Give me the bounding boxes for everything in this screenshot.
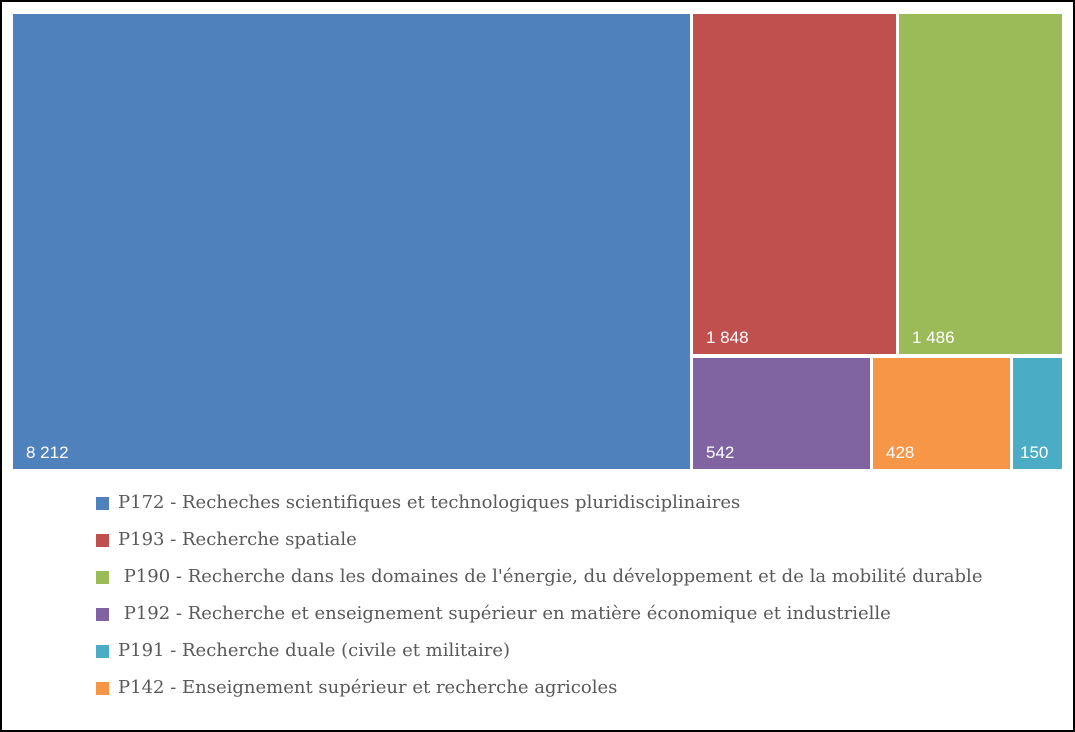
legend: P172 - Recheches scientifiques et techno… <box>96 492 982 714</box>
legend-item-p172: P172 - Recheches scientifiques et techno… <box>96 492 982 514</box>
treemap-tile-p172: 8 212 <box>13 14 690 469</box>
tile-value-label-p193: 1 848 <box>706 328 749 347</box>
legend-label-p172: P172 - Recheches scientifiques et techno… <box>118 492 741 513</box>
legend-swatch-p191 <box>96 644 109 658</box>
legend-label-p191: P191 - Recherche duale (civile et milita… <box>118 640 511 661</box>
treemap-tile-p190: 1 486 <box>899 14 1062 354</box>
legend-label-p190: P190 - Recherche dans les domaines de l'… <box>118 566 983 587</box>
tile-value-label-p191: 150 <box>1020 443 1049 462</box>
legend-swatch-p190 <box>96 570 109 584</box>
tile-value-label-p172: 8 212 <box>26 443 69 462</box>
tile-value-label-p190: 1 486 <box>912 328 955 347</box>
treemap-tile-p142: 428 <box>873 358 1010 469</box>
legend-item-p191: P191 - Recherche duale (civile et milita… <box>96 640 982 662</box>
treemap: 8 212 1 848 1 486 542 428 150 <box>2 2 1073 482</box>
legend-label-p193: P193 - Recherche spatiale <box>118 529 357 550</box>
treemap-tile-p192: 542 <box>693 358 870 469</box>
legend-label-p142: P142 - Enseignement supérieur et recherc… <box>118 677 618 698</box>
legend-swatch-p192 <box>96 607 109 621</box>
legend-item-p190: P190 - Recherche dans les domaines de l'… <box>96 566 982 588</box>
legend-item-p142: P142 - Enseignement supérieur et recherc… <box>96 677 982 699</box>
treemap-tile-p193: 1 848 <box>693 14 896 354</box>
tile-value-label-p142: 428 <box>886 443 915 462</box>
legend-swatch-p142 <box>96 681 109 695</box>
legend-item-p192: P192 - Recherche et enseignement supérie… <box>96 603 982 625</box>
legend-item-p193: P193 - Recherche spatiale <box>96 529 982 551</box>
treemap-tile-p191: 150 <box>1013 358 1062 469</box>
legend-swatch-p193 <box>96 533 109 547</box>
tile-value-label-p192: 542 <box>706 443 735 462</box>
legend-label-p192: P192 - Recherche et enseignement supérie… <box>118 603 891 624</box>
legend-swatch-p172 <box>96 496 109 510</box>
